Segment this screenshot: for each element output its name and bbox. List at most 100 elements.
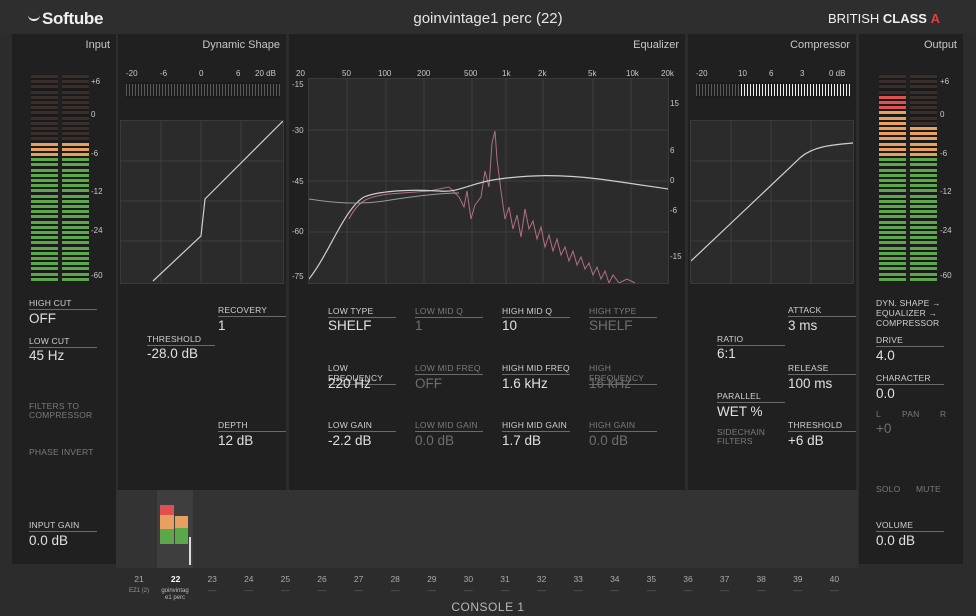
recovery-value[interactable]: 1 xyxy=(218,318,226,333)
release-value[interactable]: 100 ms xyxy=(788,376,833,391)
character-value[interactable]: 0.0 xyxy=(876,386,895,401)
volume-value[interactable]: 0.0 dB xyxy=(876,533,916,548)
channel-empty-dash: — xyxy=(610,585,620,595)
meter-segment xyxy=(910,153,937,156)
high-type-value[interactable]: SHELF xyxy=(589,318,633,333)
meter-segment xyxy=(31,220,58,224)
meter-segment xyxy=(62,153,89,156)
gr-tick xyxy=(801,84,802,96)
low-gain-value[interactable]: -2.2 dB xyxy=(328,433,372,448)
meter-segment xyxy=(879,210,906,214)
gr-tick xyxy=(168,84,169,96)
gr-tick xyxy=(753,84,754,96)
low-frequency-value[interactable]: 220 Hz xyxy=(328,376,371,391)
gr-tick xyxy=(156,84,157,96)
input-scale-3: -12 xyxy=(91,187,103,196)
sidechain-filters-line1[interactable]: SIDECHAIN xyxy=(717,427,766,437)
channel-number[interactable]: 31 xyxy=(500,574,510,584)
high-mid-q-value[interactable]: 10 xyxy=(502,318,518,333)
channel-number[interactable]: 36 xyxy=(683,574,693,584)
channel-empty-dash: — xyxy=(647,585,656,595)
meter-segment xyxy=(910,189,937,193)
dynamic-shape-graph xyxy=(120,120,284,284)
low-type-value[interactable]: SHELF xyxy=(328,318,372,333)
meter-segment xyxy=(62,251,89,255)
input-gain-value[interactable]: 0.0 dB xyxy=(29,533,69,548)
ratio-value[interactable]: 6:1 xyxy=(717,346,736,361)
channel-number[interactable]: 27 xyxy=(353,574,364,584)
channel-number[interactable]: 22 xyxy=(170,574,181,584)
meter-segment xyxy=(62,205,89,208)
meter-segment xyxy=(879,111,906,115)
meter-segment xyxy=(62,168,89,172)
depth-value[interactable]: 12 dB xyxy=(218,433,254,448)
gr-tick xyxy=(702,84,703,96)
meter-segment xyxy=(879,85,906,89)
ds-threshold-value[interactable]: -28.0 dB xyxy=(147,346,199,361)
channel-number[interactable]: 29 xyxy=(427,574,437,584)
high-mid-gain-value[interactable]: 1.7 dB xyxy=(502,433,542,448)
meter-segment xyxy=(910,75,937,78)
order-line2[interactable]: EQUALIZER → xyxy=(876,308,938,318)
gr-tick xyxy=(840,84,841,96)
channel-number[interactable]: 21 xyxy=(134,574,144,584)
gr-tick xyxy=(225,84,226,96)
mute-button[interactable]: MUTE xyxy=(916,484,941,494)
gr-tick xyxy=(261,84,262,96)
channel-number[interactable]: 25 xyxy=(280,574,291,584)
channel-number[interactable]: 30 xyxy=(463,574,474,584)
filters-to-compressor-line2[interactable]: COMPRESSOR xyxy=(29,410,93,420)
channel-number[interactable]: 39 xyxy=(793,574,803,584)
low-mid-gain-value[interactable]: 0.0 dB xyxy=(415,433,455,448)
gr-tick xyxy=(153,84,154,96)
gr-tick xyxy=(831,84,832,96)
channel-number[interactable]: 35 xyxy=(646,574,657,584)
high-type-label: HIGH TYPE xyxy=(589,306,657,318)
meter-segment xyxy=(910,101,937,104)
high-cut-value[interactable]: OFF xyxy=(29,311,56,326)
channel-number[interactable]: 28 xyxy=(390,574,400,584)
filters-to-compressor-line1[interactable]: FILTERS TO xyxy=(29,401,80,411)
parallel-value[interactable]: WET % xyxy=(717,404,763,419)
channel-number[interactable]: 24 xyxy=(244,574,254,584)
meter-segment xyxy=(31,225,58,229)
gr-tick xyxy=(747,84,748,96)
high-frequency-value[interactable]: 16 kHz xyxy=(589,376,632,391)
gr-tick xyxy=(768,84,769,96)
high-mid-freq-value[interactable]: 1.6 kHz xyxy=(502,376,548,391)
gr-tick xyxy=(708,84,709,96)
channel-number[interactable]: 32 xyxy=(536,574,547,584)
phase-invert-button[interactable]: PHASE INVERT xyxy=(29,447,94,457)
meter-segment xyxy=(62,267,89,271)
low-mid-freq-value[interactable]: OFF xyxy=(415,376,442,391)
order-line1[interactable]: DYN. SHAPE → xyxy=(876,298,941,308)
meter-segment xyxy=(910,173,937,177)
top-bar xyxy=(0,0,976,34)
comp-threshold-value[interactable]: +6 dB xyxy=(788,433,824,448)
channel-number[interactable]: 23 xyxy=(207,574,217,584)
channel-number[interactable]: 26 xyxy=(317,574,327,584)
channel-number[interactable]: 38 xyxy=(756,574,766,584)
channel-number[interactable]: 33 xyxy=(573,574,583,584)
pan-value[interactable]: +0 xyxy=(876,421,892,436)
gr-tick xyxy=(819,84,820,96)
low-cut-value[interactable]: 45 Hz xyxy=(29,348,65,363)
order-line3[interactable]: COMPRESSOR xyxy=(876,318,940,328)
meter-segment xyxy=(879,205,906,208)
meter-segment xyxy=(62,106,89,110)
drive-value[interactable]: 4.0 xyxy=(876,348,895,363)
ch22-fader[interactable] xyxy=(189,537,191,565)
sidechain-filters-line2[interactable]: FILTERS xyxy=(717,436,753,446)
eq-graph xyxy=(308,78,669,284)
meter-segment xyxy=(879,137,906,141)
channel-number[interactable]: 37 xyxy=(719,574,730,584)
attack-value[interactable]: 3 ms xyxy=(788,318,818,333)
meter-segment xyxy=(62,241,89,245)
gr-tick xyxy=(780,84,781,96)
channel-number[interactable]: 34 xyxy=(610,574,620,584)
meter-segment xyxy=(31,199,58,203)
solo-button[interactable]: SOLO xyxy=(876,484,901,494)
high-gain-value[interactable]: 0.0 dB xyxy=(589,433,629,448)
low-mid-q-value[interactable]: 1 xyxy=(415,318,423,333)
channel-number[interactable]: 40 xyxy=(829,574,840,584)
